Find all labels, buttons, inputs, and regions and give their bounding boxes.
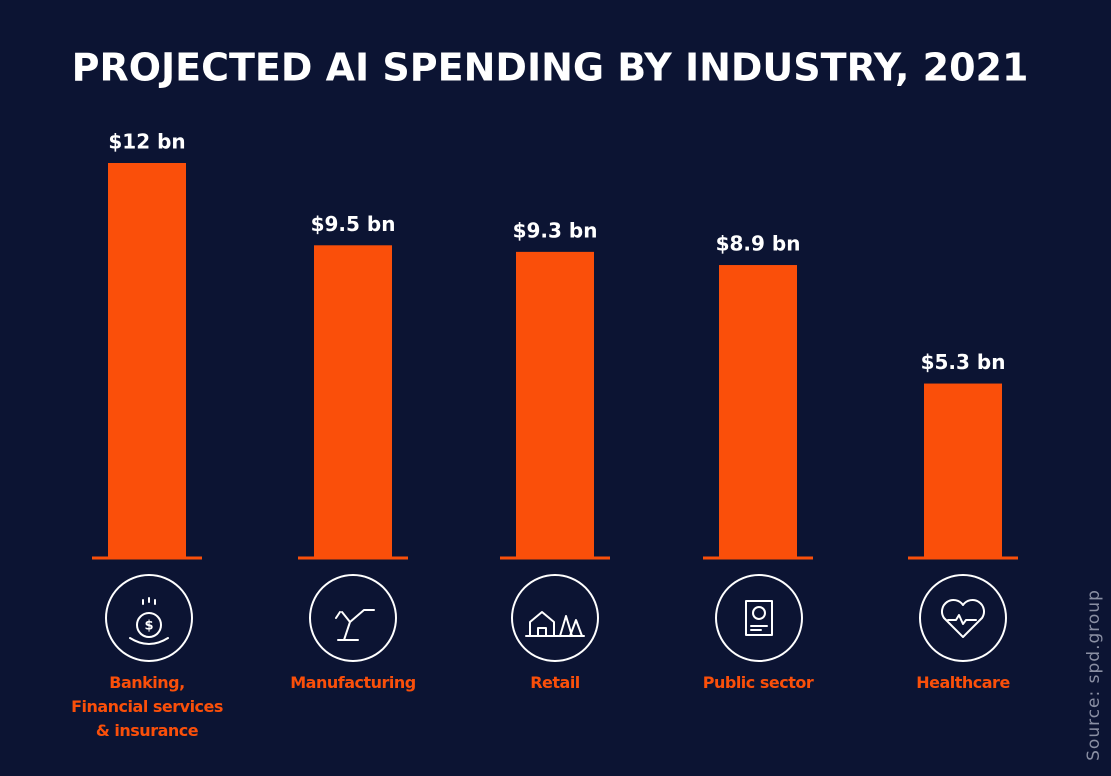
value-label: $8.9 bn bbox=[716, 232, 801, 256]
bar bbox=[719, 265, 797, 558]
source: Source: spd.group bbox=[1084, 589, 1104, 761]
bar bbox=[924, 383, 1002, 558]
value-label: $5.3 bn bbox=[921, 350, 1006, 374]
value-label: $9.5 bn bbox=[311, 212, 396, 236]
value-label: $9.3 bn bbox=[513, 218, 598, 242]
category-label: Healthcare bbox=[916, 673, 1010, 692]
category-label: Banking, Financial services & insurance bbox=[71, 673, 223, 740]
chart-title: PROJECTED AI SPENDING BY INDUSTRY, 2021 bbox=[72, 46, 1029, 90]
bar bbox=[108, 163, 186, 558]
bar bbox=[314, 245, 392, 558]
svg-text:$: $ bbox=[144, 619, 153, 634]
value-label: $12 bn bbox=[108, 130, 185, 154]
category-label: Retail bbox=[530, 673, 580, 692]
bar bbox=[516, 251, 594, 558]
icons: $ bbox=[105, 574, 1007, 662]
category-label: Public sector bbox=[702, 673, 814, 692]
category-label: Manufacturing bbox=[290, 673, 416, 692]
